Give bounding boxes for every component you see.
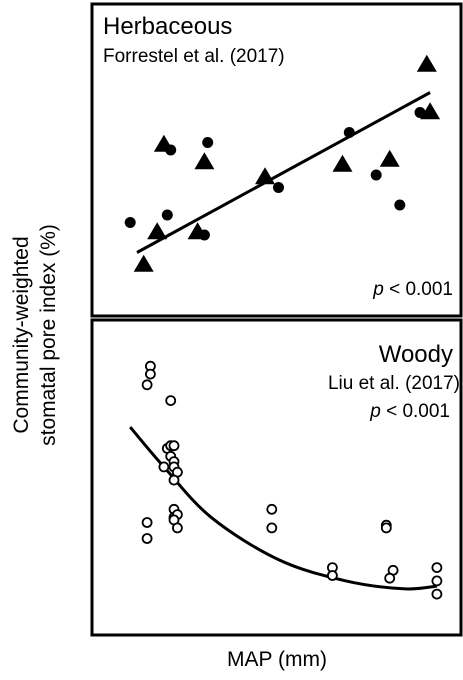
data-point-triangle [332,154,353,172]
panel-herbaceous-p-value: p < 0.001 [372,279,453,300]
data-point-circle-open [141,379,153,391]
panel-woody-frame [90,318,463,637]
data-point-circle-open [431,575,443,587]
data-point-circle-open [141,517,153,528]
data-point-circle-open [158,461,170,473]
data-point-circle-open [326,570,338,581]
data-point-circle-open [171,522,183,534]
data-point-circle-open [141,533,153,544]
data-point-circle-open [266,503,278,515]
fit-line-herbaceous [136,91,431,254]
panel-herbaceous-title: Herbaceous [103,13,232,40]
panel-herbaceous-marks [124,54,441,272]
p-threshold: < 0.001 [381,401,450,422]
data-point-circle-filled [161,209,173,221]
data-point-triangle [187,222,208,240]
data-point-circle-filled [202,137,214,148]
panel-herbaceous-subtitle: Forrestel et al. (2017) [103,46,285,67]
panel-woody-title: Woody [379,341,453,368]
data-point-triangle [255,167,275,185]
data-point-triangle [416,54,437,72]
data-point-circle-filled [394,199,406,211]
data-point-triangle [133,254,154,272]
p-symbol: p [369,401,381,422]
data-point-circle-filled [343,127,355,138]
p-symbol: p [372,279,384,300]
data-point-circle-open [168,440,180,452]
panel-herbaceous-fit-layer [136,91,431,254]
data-point-triangle [147,222,168,240]
data-point-circle-filled [273,182,284,193]
data-point-triangle [153,134,174,152]
panel-woody: Woody Liu et al. (2017) p < 0.001 [90,318,463,637]
data-point-circle-open [431,588,443,600]
y-axis-label-line1: Community-weighted [10,236,33,433]
data-point-triangle [379,149,400,167]
panel-woody-p-value: p < 0.001 [369,401,450,422]
data-point-circle-open [144,368,156,380]
panel-woody-marks [141,360,443,600]
data-point-triangle [194,152,215,170]
data-point-circle-open [266,522,278,534]
data-point-triangle [420,102,441,120]
y-axis-label-line2: stomatal pore index (%) [37,224,60,446]
panel-herbaceous-frame [90,2,463,318]
x-axis-label: MAP (mm) [227,648,327,671]
data-point-circle-open [168,474,180,486]
data-point-circle-open [380,522,392,534]
panel-woody-subtitle: Liu et al. (2017) [328,373,460,394]
data-point-circle-open [384,572,396,584]
data-point-circle-filled [124,217,136,228]
p-threshold: < 0.001 [384,279,453,300]
panel-herbaceous: Herbaceous Forrestel et al. (2017) p < 0… [90,2,463,318]
data-point-circle-open [165,395,177,407]
data-point-circle-filled [370,169,382,181]
data-point-circle-open [431,562,443,573]
